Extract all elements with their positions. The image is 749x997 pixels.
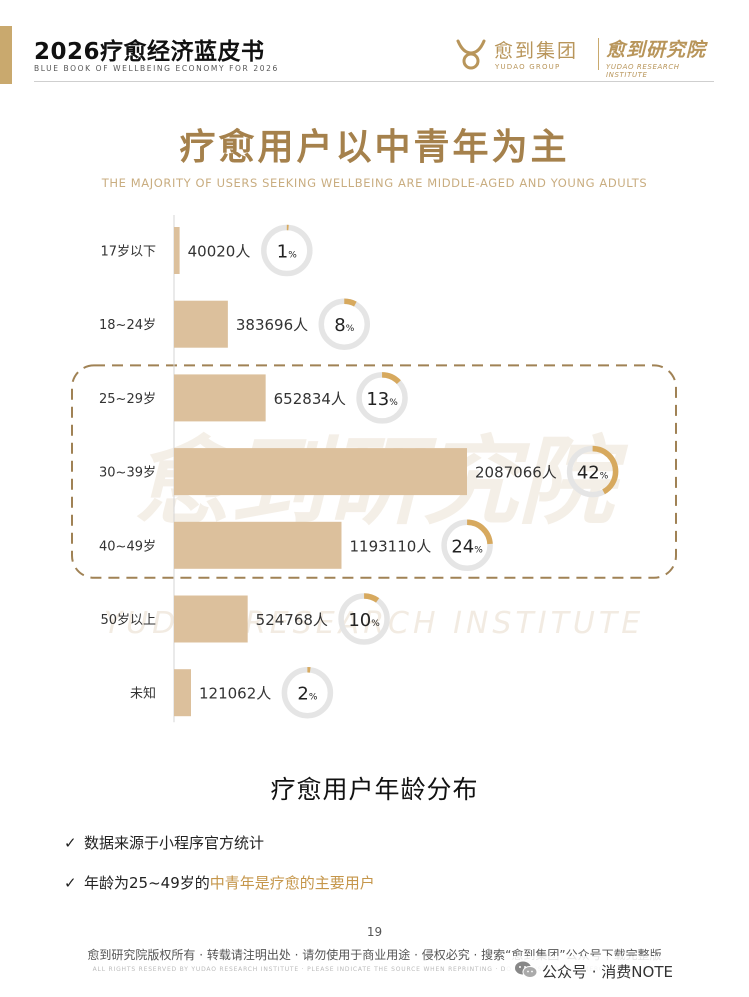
note-text: 年龄为25~49岁的: [84, 874, 210, 892]
bar: [174, 374, 266, 422]
category-label: 17岁以下: [100, 245, 156, 260]
bar: [174, 595, 248, 643]
page-subtitle: THE MAJORITY OF USERS SEEKING WELLBEING …: [101, 176, 648, 190]
brand-group-en: YUDAO GROUP: [495, 63, 561, 71]
bar: [174, 669, 191, 717]
wechat-badge-text: 公众号 · 消费NOTE: [542, 963, 673, 981]
value-label: 524768人: [256, 611, 328, 629]
note-main-users: ✓ 年龄为25~49岁的中青年是疗愈的主要用户: [64, 872, 375, 893]
wechat-icon: [515, 961, 538, 978]
category-label: 40~49岁: [99, 539, 156, 554]
check-icon: ✓: [64, 834, 77, 852]
brand-institute-name: 愈到研究院: [606, 39, 707, 61]
header-accent-bar: [0, 26, 12, 84]
bar: [174, 227, 180, 274]
percent-ring-fill: [261, 224, 313, 277]
value-label: 1193110人: [349, 537, 431, 555]
note-text: 数据来源于小程序官方统计: [84, 834, 265, 852]
category-label: 50岁以上: [100, 613, 156, 628]
brand-separator: [598, 38, 599, 70]
percent-ring-fill: [566, 445, 619, 498]
check-icon: ✓: [64, 874, 77, 892]
value-label: 40020人: [188, 243, 251, 261]
percent-label: 42%: [577, 463, 609, 484]
category-label: 25~29岁: [99, 392, 156, 407]
percent-ring-fill: [356, 372, 408, 424]
bar-series: 17岁以下 40020人 1% 18~24岁 383696人 8% 25~29岁 652834…: [71, 215, 677, 723]
report-title: 2026疗愈经济蓝皮书: [34, 39, 265, 65]
note-data-source: ✓ 数据来源于小程序官方统计: [64, 832, 264, 853]
chart-caption: 疗愈用户年龄分布: [270, 775, 479, 804]
report-subtitle: BLUE BOOK OF WELLBEING ECONOMY FOR 2026: [34, 64, 279, 73]
bar: [174, 521, 342, 569]
percent-label: 2%: [297, 684, 317, 705]
percent-label: 13%: [366, 389, 398, 410]
percent-label: 8%: [334, 315, 354, 336]
page-number: 19: [366, 925, 383, 939]
page-title: 疗愈用户以中青年为主: [179, 127, 570, 168]
value-label: 121062人: [199, 685, 271, 703]
percent-ring-fill: [338, 593, 390, 645]
brand-mark-icon: [456, 39, 486, 70]
brand-group-name: 愈到集团: [494, 40, 579, 62]
wechat-badge: 公众号 · 消费NOTE: [506, 956, 742, 984]
category-label: 未知: [130, 686, 156, 702]
value-label: 652834人: [274, 390, 346, 408]
percent-ring-fill: [441, 519, 493, 572]
bar: [174, 448, 467, 496]
note-highlight: 中青年是疗愈的主要用户: [209, 874, 375, 892]
percent-ring-fill: [318, 298, 371, 350]
percent-label: 10%: [348, 610, 380, 631]
category-label: 30~39岁: [99, 466, 156, 481]
header-divider: [34, 81, 714, 82]
brand-institute-en: YUDAO RESEARCH INSTITUTE: [606, 63, 680, 79]
brand-logo: 愈到集团 YUDAO GROUP 愈到研究院 YUDAO RESEARCH IN…: [454, 36, 714, 79]
footer-copyright-en: ALL RIGHTS RESERVED BY YUDAO RESEARCH IN…: [92, 966, 657, 973]
percent-label: 1%: [277, 242, 297, 263]
percent-label: 24%: [451, 536, 483, 557]
highlight-box: [71, 364, 677, 579]
category-label: 18~24岁: [99, 318, 156, 333]
bar: [174, 300, 228, 348]
value-label: 383696人: [236, 316, 308, 334]
percent-ring-fill: [281, 666, 334, 719]
value-label: 2087066人: [475, 464, 557, 482]
